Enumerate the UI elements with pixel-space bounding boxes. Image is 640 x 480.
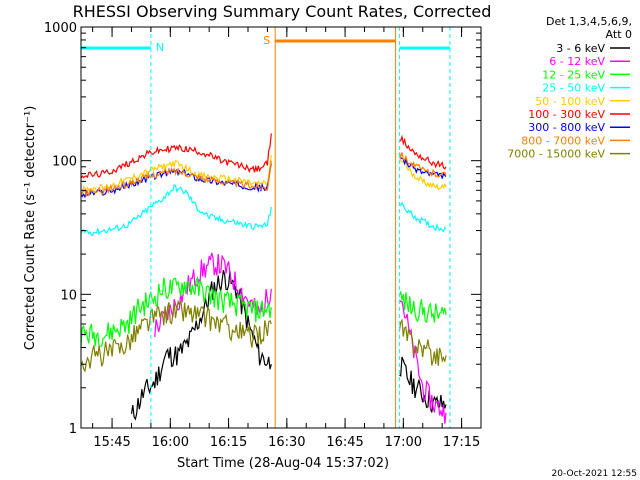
marker-label: N xyxy=(156,41,164,54)
detectors-label: Det 1,3,4,5,6,9, xyxy=(546,15,632,28)
series-line xyxy=(80,163,272,199)
series-line xyxy=(399,134,447,170)
series-line xyxy=(130,270,272,421)
y-axis-label: Corrected Count Rate (s⁻¹ detector⁻¹) xyxy=(23,106,38,351)
legend-label: 7000 - 15000 keV xyxy=(507,148,605,161)
timestamp: 20-Oct-2021 12:55 xyxy=(552,469,637,479)
x-tick-label: 16:00 xyxy=(152,435,189,450)
series-line xyxy=(398,152,447,179)
attenuator-label: Att 0 xyxy=(606,28,632,41)
series-line xyxy=(154,252,272,337)
x-tick-label: 16:30 xyxy=(268,435,305,450)
series-line xyxy=(398,291,447,324)
series-line xyxy=(80,275,272,347)
x-tick-label: 16:15 xyxy=(210,435,247,450)
legend-label: 12 - 25 keV xyxy=(542,68,605,81)
legend-label: 100 - 300 keV xyxy=(528,108,605,121)
plot-frame xyxy=(80,26,482,429)
series-line xyxy=(80,160,272,198)
y-tick-label: 10 xyxy=(60,288,77,303)
series-line xyxy=(80,184,272,237)
series-line xyxy=(398,156,447,191)
y-axis: 1 10 100 1000 xyxy=(44,21,481,437)
legend-label: 300 - 800 keV xyxy=(528,121,605,134)
legend-label: 25 - 50 keV xyxy=(542,82,605,95)
series-line xyxy=(80,133,272,179)
marker-layer: NS xyxy=(80,27,451,428)
legend-label: 800 - 7000 keV xyxy=(521,134,605,147)
plot-area: NS xyxy=(80,27,451,428)
legend-label: 50 - 100 keV xyxy=(535,95,605,108)
series-layer xyxy=(80,133,447,424)
series-line xyxy=(398,152,447,178)
x-axis: 15:45 16:00 16:15 16:30 16:45 17:00 17:15 xyxy=(92,27,482,450)
marker-label: S xyxy=(263,34,270,47)
x-tick-label: 16:45 xyxy=(326,435,363,450)
series-line xyxy=(80,299,272,373)
series-line xyxy=(398,299,447,424)
y-tick-label: 100 xyxy=(52,155,77,170)
x-tick-label: 15:45 xyxy=(93,435,130,450)
x-tick-label: 17:00 xyxy=(385,435,422,450)
y-tick-label: 1000 xyxy=(44,21,77,36)
x-tick-label: 17:15 xyxy=(443,435,480,450)
x-axis-label: Start Time (28-Aug-04 15:37:02) xyxy=(177,456,389,471)
legend-label: 3 - 6 keV xyxy=(556,42,605,55)
legend-label: 6 - 12 keV xyxy=(549,55,605,68)
chart-title: RHESSI Observing Summary Count Rates, Co… xyxy=(73,2,492,21)
series-line xyxy=(399,201,447,233)
y-tick-label: 1 xyxy=(69,422,77,437)
series-line xyxy=(398,318,447,366)
series-line xyxy=(80,155,272,195)
